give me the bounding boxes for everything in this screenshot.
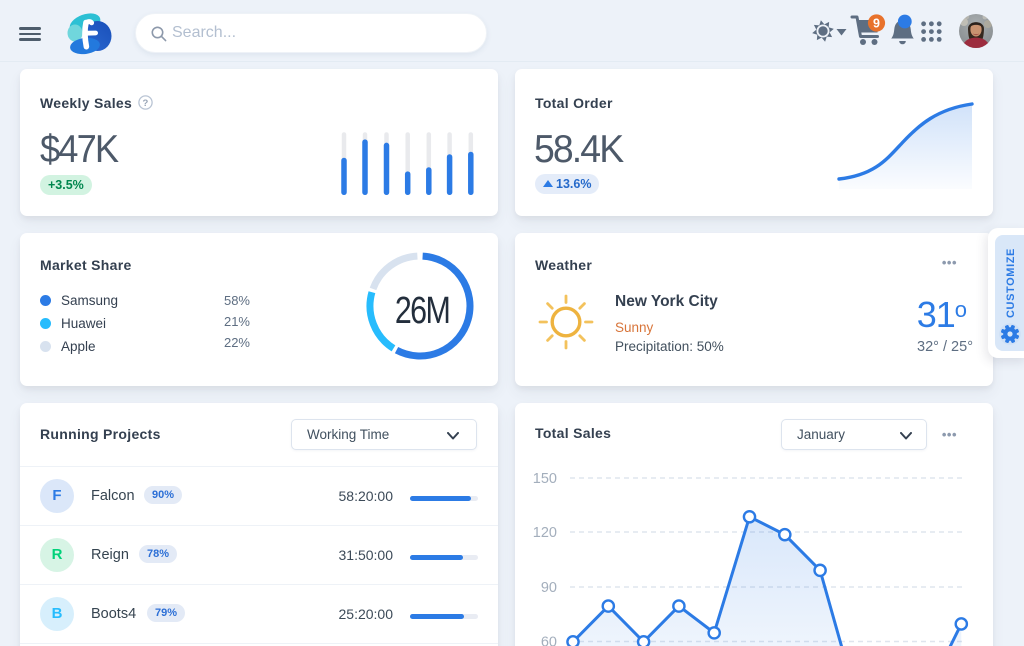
svg-text:?: ?: [143, 98, 149, 109]
svg-text:120: 120: [533, 525, 557, 541]
svg-text:90: 90: [541, 580, 557, 596]
svg-text:60: 60: [541, 635, 557, 646]
svg-text:9: 9: [873, 17, 880, 31]
svg-text:150: 150: [533, 471, 557, 487]
